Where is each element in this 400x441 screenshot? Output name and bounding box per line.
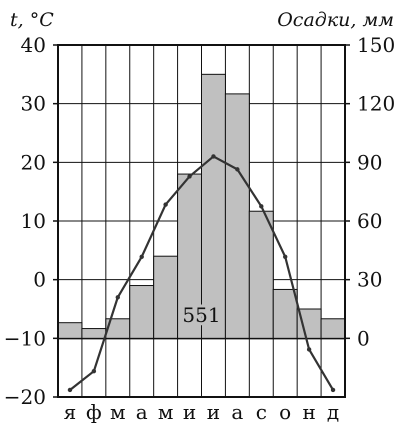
temperature-point [67, 387, 73, 393]
right-axis-tick-label: 120 [357, 92, 395, 116]
right-axis-tick-label: 60 [357, 209, 382, 233]
left-axis-tick-label: −10 [4, 326, 46, 350]
temperature-point [139, 254, 144, 259]
temperature-point [330, 387, 336, 393]
month-label: я [64, 400, 77, 424]
left-axis-tick-label: 0 [33, 268, 46, 292]
month-label: о [279, 400, 291, 424]
right-axis-tick-label: 0 [357, 326, 370, 350]
temperature-point [187, 174, 192, 179]
precipitation-bar [201, 73, 226, 339]
month-label: м [110, 400, 126, 424]
month-label: м [158, 400, 174, 424]
temperature-polyline [69, 155, 334, 391]
month-label: ф [86, 400, 102, 424]
right-axis-tick-label: 150 [357, 33, 395, 57]
left-axis-tick-label: −20 [4, 385, 46, 409]
left-axis-tick-label: 20 [21, 150, 46, 174]
left-axis-tick-label: 40 [21, 33, 46, 57]
month-label: а [136, 400, 148, 424]
right-axis-tick-label: 30 [357, 268, 382, 292]
right-axis-tick-label: 90 [357, 150, 382, 174]
plot-frame [53, 44, 350, 398]
precipitation-bar [272, 288, 298, 339]
precipitation-bar [153, 255, 179, 339]
left-axis-tick-label: 10 [21, 209, 46, 233]
temperature-point [235, 167, 240, 172]
month-label: д [327, 400, 339, 424]
temperature-point [259, 204, 264, 209]
annual-precipitation-total: 551 [182, 303, 220, 327]
month-label: н [302, 400, 315, 424]
month-label: и [183, 400, 196, 424]
temperature-line [67, 154, 336, 393]
month-label: с [256, 400, 267, 424]
precipitation-bar [248, 210, 274, 339]
temperature-point [115, 295, 120, 300]
left-axis-title: t, °C [10, 9, 54, 31]
month-label: а [231, 400, 243, 424]
temperature-point [211, 154, 216, 159]
precipitation-bar [57, 322, 83, 339]
left-axis-tick-label: 30 [21, 92, 46, 116]
precipitation-bar [129, 285, 155, 339]
temperature-point [283, 254, 288, 259]
temperature-point [163, 202, 168, 207]
temperature-point [91, 368, 97, 374]
precipitation-bar [320, 318, 346, 339]
right-axis-title: Осадки, мм [277, 9, 394, 31]
precipitation-bar [81, 328, 107, 339]
temperature-point [306, 347, 312, 352]
precipitation-bar [224, 93, 250, 339]
precipitation-bars [57, 73, 346, 339]
month-label: и [207, 400, 220, 424]
